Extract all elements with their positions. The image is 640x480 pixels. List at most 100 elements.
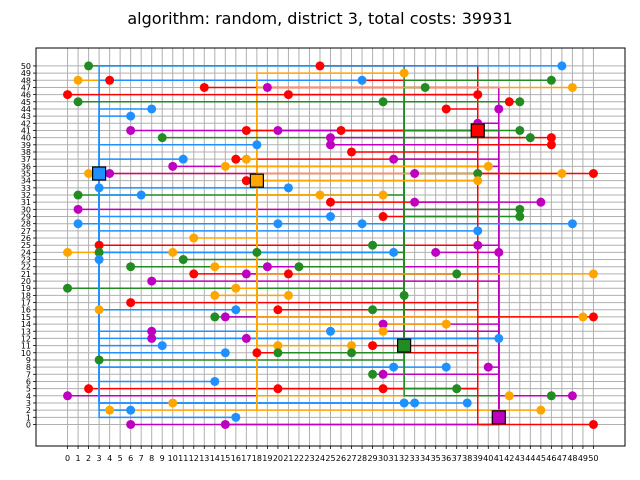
house-point — [252, 140, 262, 150]
y-tick-label: 31 — [21, 198, 31, 207]
house-point — [368, 240, 378, 250]
y-tick-label: 28 — [21, 220, 31, 229]
house-point — [105, 405, 115, 415]
y-tick-label: 38 — [21, 148, 31, 157]
house-point — [241, 269, 251, 279]
x-tick-label: 42 — [504, 454, 514, 463]
house-point — [273, 219, 283, 229]
x-tick-label: 45 — [536, 454, 546, 463]
house-point — [515, 125, 525, 135]
y-tick-label: 21 — [21, 270, 31, 279]
house-point — [336, 125, 346, 135]
house-point — [357, 219, 367, 229]
y-tick-label: 1 — [26, 413, 31, 422]
house-point — [441, 362, 451, 372]
house-point — [557, 168, 567, 178]
x-tick-label: 48 — [567, 454, 577, 463]
x-tick-label: 6 — [128, 454, 133, 463]
y-tick-label: 44 — [21, 105, 31, 114]
house-point — [546, 133, 556, 143]
house-point — [105, 168, 115, 178]
cable-line — [172, 165, 500, 418]
y-tick-label: 30 — [21, 205, 31, 214]
cable-line — [78, 194, 405, 346]
house-point — [168, 161, 178, 171]
house-point — [546, 75, 556, 85]
battery-square — [470, 123, 485, 138]
house-point — [178, 255, 188, 265]
x-tick-label: 7 — [139, 454, 144, 463]
grid-lines — [36, 48, 625, 446]
house-point — [126, 419, 136, 429]
cable-line — [256, 86, 573, 181]
house-point — [410, 168, 420, 178]
house-point — [231, 305, 241, 315]
y-tick-label: 15 — [21, 313, 31, 322]
cable-line — [256, 180, 352, 347]
house-point — [347, 341, 357, 351]
house-point — [147, 333, 157, 343]
house-point — [494, 333, 504, 343]
y-tick-label: 32 — [21, 191, 31, 200]
house-point — [210, 376, 220, 386]
house-point — [452, 384, 462, 394]
house-point — [168, 398, 178, 408]
house-point — [483, 161, 493, 171]
x-tick-label: 24 — [315, 454, 325, 463]
house-point — [252, 348, 262, 358]
cable-line — [256, 130, 479, 354]
house-point — [473, 168, 483, 178]
x-tick-label: 3 — [97, 454, 102, 463]
x-tick-label: 22 — [294, 454, 304, 463]
house-point — [410, 197, 420, 207]
y-tick-label: 12 — [21, 334, 31, 343]
y-tick-label: 25 — [21, 241, 31, 250]
house-point — [157, 133, 167, 143]
house-point — [389, 247, 399, 257]
house-point — [84, 168, 94, 178]
x-tick-label: 4 — [107, 454, 112, 463]
y-tick-label: 8 — [26, 363, 31, 372]
x-tick-label: 29 — [367, 454, 377, 463]
house-point — [326, 133, 335, 143]
cable-line — [256, 180, 541, 411]
y-tick-label: 7 — [26, 370, 31, 379]
house-point — [473, 240, 483, 250]
house-point — [504, 97, 514, 107]
y-tick-label: 27 — [21, 227, 31, 236]
y-tick-label: 6 — [26, 377, 31, 386]
house-point — [147, 326, 157, 336]
chart-title: algorithm: random, district 3, total cos… — [127, 9, 512, 28]
y-tick-label: 46 — [21, 91, 31, 100]
house-point — [399, 68, 409, 78]
x-tick-label: 30 — [378, 454, 388, 463]
x-tick-label: 32 — [399, 454, 409, 463]
y-tick-label: 2 — [26, 406, 31, 415]
house-point — [189, 269, 199, 279]
y-tick-label: 19 — [21, 284, 31, 293]
house-point — [241, 154, 251, 164]
x-tick-label: 17 — [241, 454, 251, 463]
house-point — [588, 419, 598, 429]
cable-line — [151, 280, 500, 418]
house-point — [462, 398, 472, 408]
y-tick-label: 29 — [21, 213, 31, 222]
house-point — [241, 333, 251, 343]
y-tick-label: 22 — [21, 263, 31, 272]
x-tick-label: 15 — [220, 454, 230, 463]
house-point — [399, 398, 409, 408]
battery-square — [491, 410, 506, 425]
house-point — [588, 312, 598, 322]
y-tick-label: 26 — [21, 234, 31, 243]
y-tick-label: 18 — [21, 291, 31, 300]
house-point — [494, 104, 504, 114]
x-tick-label: 28 — [357, 454, 367, 463]
house-point — [294, 262, 304, 272]
y-tick-label: 35 — [21, 169, 31, 178]
house-point — [536, 405, 546, 415]
cable-line — [98, 108, 152, 174]
house-point — [473, 90, 483, 100]
x-tick-label: 49 — [578, 454, 588, 463]
house-point — [126, 111, 136, 121]
x-tick-label: 16 — [231, 454, 241, 463]
